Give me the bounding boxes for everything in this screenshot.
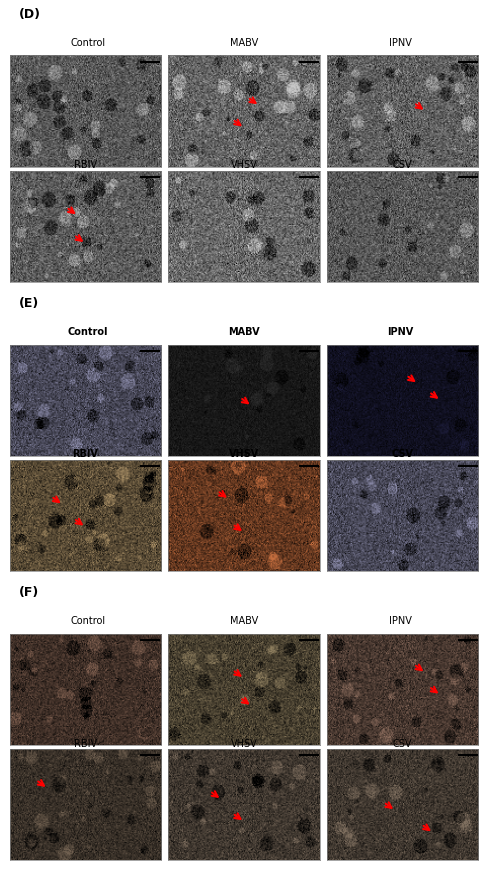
Title: VHSV: VHSV — [229, 449, 259, 460]
Title: CSV: CSV — [393, 739, 412, 748]
Title: RBIV: RBIV — [74, 739, 97, 748]
Text: MABV: MABV — [230, 616, 258, 627]
Text: MABV: MABV — [230, 38, 258, 48]
Text: IPNV: IPNV — [387, 327, 413, 337]
Text: MABV: MABV — [228, 327, 260, 337]
Text: (D): (D) — [19, 8, 41, 21]
Title: VHSV: VHSV — [231, 739, 257, 748]
Text: (F): (F) — [19, 586, 40, 599]
Text: Control: Control — [68, 327, 108, 337]
Text: IPNV: IPNV — [389, 616, 411, 627]
Text: Control: Control — [70, 616, 105, 627]
Title: RBIV: RBIV — [74, 160, 97, 170]
Text: (E): (E) — [19, 297, 40, 310]
Title: CSV: CSV — [392, 449, 414, 460]
Text: IPNV: IPNV — [389, 38, 411, 48]
Title: VHSV: VHSV — [231, 160, 257, 170]
Title: CSV: CSV — [393, 160, 412, 170]
Title: RBIV: RBIV — [72, 449, 98, 460]
Text: Control: Control — [70, 38, 105, 48]
